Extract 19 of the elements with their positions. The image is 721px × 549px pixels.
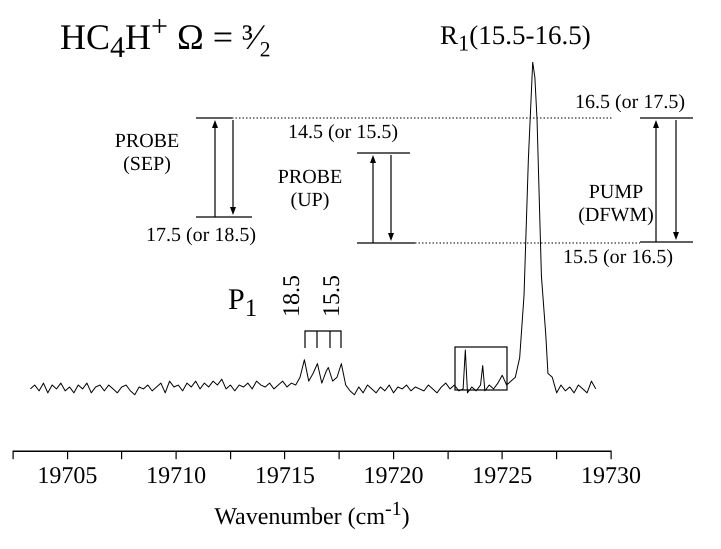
annotation: P$_{1}$ <box>228 283 258 324</box>
annotation: PUMP (DFWM) <box>577 181 655 227</box>
annotation: 18.5 <box>279 275 306 317</box>
x-tick-label: 19705 <box>37 462 98 489</box>
text: R$_{1}$(15.5-16.5) <box>440 20 591 56</box>
x-tick-label: 19715 <box>254 462 315 489</box>
annotation: 14.5 (or 15.5) <box>288 121 398 144</box>
x-axis-title: Wavenumber (cm$^{-1}$) <box>214 498 410 532</box>
chart-title: HC$_{4}$H$^{+}$ Ω = ³⁄₂ <box>60 10 272 66</box>
annotation: PROBE (UP) <box>276 166 344 212</box>
annotation: 17.5 (or 18.5) <box>146 224 256 247</box>
annotation: PROBE (SEP) <box>114 130 180 176</box>
annotation: 15.5 (or 16.5) <box>563 246 673 269</box>
x-tick-label: 19730 <box>581 462 641 489</box>
x-tick-label: 19725 <box>472 462 532 489</box>
x-tick-label: 19710 <box>146 462 206 489</box>
x-tick-label: 19720 <box>364 462 424 489</box>
annotation: 15.5 <box>319 275 346 317</box>
annotation: 16.5 (or 17.5) <box>575 91 685 114</box>
